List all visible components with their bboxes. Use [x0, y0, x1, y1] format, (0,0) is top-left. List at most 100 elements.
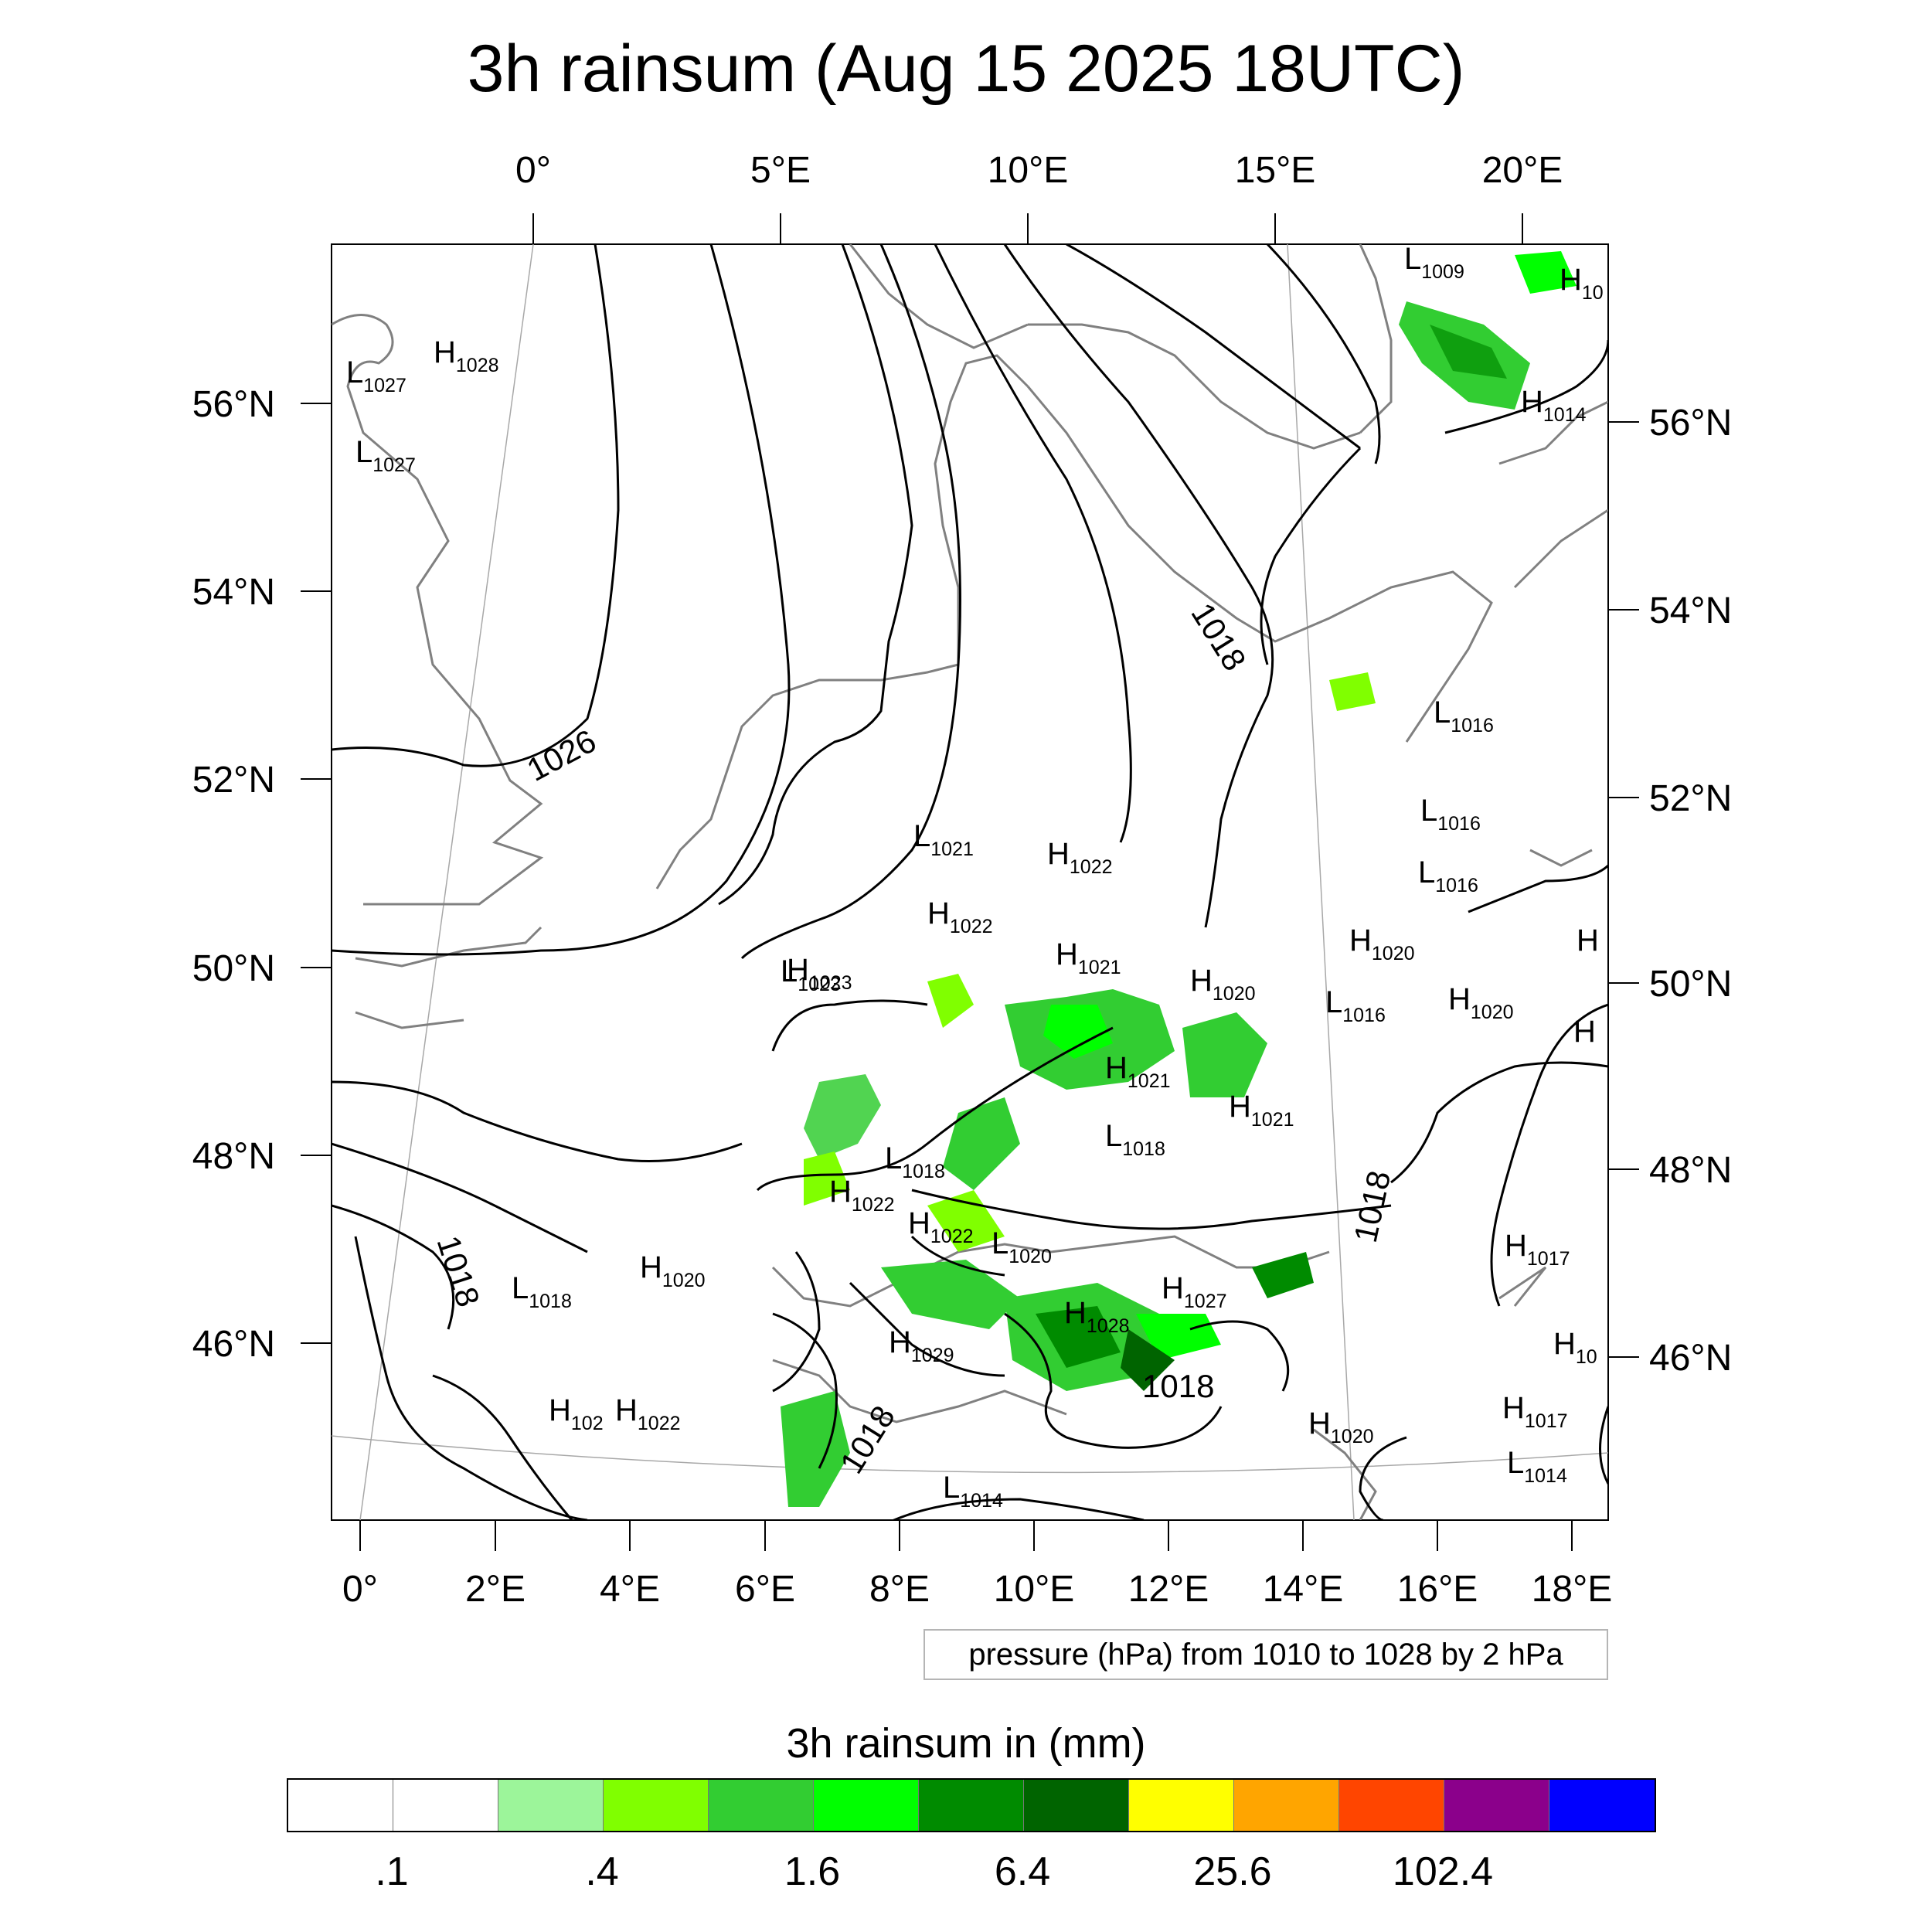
tick-label: 56°N	[192, 384, 275, 425]
high-pressure-label: H1017	[1502, 1391, 1568, 1432]
colorbar-swatch	[1339, 1780, 1444, 1831]
high-pressure-label: H1022	[908, 1206, 974, 1247]
colorbar-tick-label: .1	[375, 1849, 409, 1894]
colorbar-swatch	[1129, 1780, 1234, 1831]
high-pressure-label: H	[1577, 923, 1599, 957]
tick-label: 15°E	[1235, 150, 1316, 191]
high-pressure-label: H1021	[1056, 937, 1121, 978]
colorbar-swatch	[1549, 1780, 1655, 1831]
low-pressure-label: L1020	[992, 1226, 1052, 1267]
colorbar-title: 3h rainsum in (mm)	[786, 1720, 1146, 1767]
tick-label: 46°N	[192, 1324, 275, 1365]
high-pressure-label: H1028	[1064, 1296, 1130, 1337]
page-title: 3h rainsum (Aug 15 2025 18UTC)	[467, 32, 1465, 106]
high-pressure-label: H1028	[434, 335, 499, 376]
map-panel: 0° 5°E 10°E 15°E 20°E 0° 2°E 4°E 6°E 8°E…	[192, 150, 1733, 1610]
low-pressure-label: L1014	[1507, 1446, 1567, 1487]
high-pressure-label: H10	[1560, 263, 1604, 304]
low-pressure-label: L1016	[1325, 985, 1386, 1026]
low-pressure-label: L1018	[512, 1271, 572, 1312]
colorbar-swatch	[1444, 1780, 1549, 1831]
tick-marks	[301, 213, 1639, 1551]
high-pressure-label: H1021	[1105, 1051, 1171, 1092]
rain-areas	[781, 251, 1577, 1507]
low-pressure-label: L1018	[885, 1141, 945, 1182]
high-pressure-label: H1029	[889, 1325, 954, 1366]
high-pressure-label: H102	[549, 1393, 604, 1434]
high-pressure-label: H1027	[1162, 1271, 1227, 1312]
tick-label: 52°N	[1649, 778, 1732, 819]
high-pressure-label: H1014	[1521, 385, 1587, 426]
pressure-centers: L1009 H10 H1014 H1028 L1027 L1027 L1016 L1016 L1…	[346, 242, 1604, 1512]
high-pressure-label: H1021	[1229, 1090, 1294, 1131]
tick-label: 0°	[342, 1569, 378, 1610]
high-pressure-label: H1022	[829, 1175, 895, 1216]
tick-label: 14°E	[1263, 1569, 1344, 1610]
colorbar-swatch	[709, 1780, 814, 1831]
tick-label: 50°N	[1649, 964, 1732, 1005]
graticule	[332, 244, 1608, 1520]
tick-label: 10°E	[988, 150, 1069, 191]
low-pressure-label: L1027	[346, 355, 406, 396]
low-pressure-label: L1023	[781, 954, 841, 995]
contour-info-label: pressure (hPa) from 1010 to 1028 by 2 hP…	[923, 1629, 1608, 1680]
bottom-longitude-labels: 0° 2°E 4°E 6°E 8°E 10°E 12°E 14°E 16°E 1…	[342, 1569, 1612, 1610]
colorbar-swatch	[604, 1780, 709, 1831]
colorbar-swatch	[393, 1780, 498, 1831]
tick-label: 20°E	[1482, 150, 1563, 191]
tick-label: 2°E	[465, 1569, 526, 1610]
colorbar-tick-label: 102.4	[1392, 1849, 1494, 1894]
high-pressure-label: H1022	[927, 896, 993, 937]
high-pressure-label: H1023	[787, 953, 852, 994]
low-pressure-label: L1016	[1420, 794, 1481, 835]
tick-label: 52°N	[192, 760, 275, 801]
colorbar	[287, 1778, 1656, 1832]
colorbar-tick-label: 25.6	[1193, 1849, 1272, 1894]
high-pressure-label: H1020	[1448, 982, 1514, 1023]
low-pressure-label: L1014	[943, 1471, 1003, 1512]
tick-label: 48°N	[1649, 1150, 1732, 1191]
colorbar-swatch	[498, 1780, 604, 1831]
low-pressure-label: L1021	[913, 819, 974, 860]
low-pressure-label: L1016	[1418, 855, 1478, 896]
high-pressure-label: H1020	[640, 1250, 706, 1291]
tick-label: 50°N	[192, 948, 275, 989]
high-pressure-label: H10	[1553, 1327, 1597, 1368]
colorbar-tick-label: 6.4	[994, 1849, 1051, 1894]
low-pressure-label: L1027	[355, 435, 416, 476]
colorbar-tick-label: 1.6	[784, 1849, 841, 1894]
isobar-label: 1018	[1142, 1368, 1214, 1404]
high-pressure-label: H1020	[1349, 923, 1415, 964]
high-pressure-label: H	[1573, 1015, 1596, 1049]
colorbar-swatch	[1024, 1780, 1129, 1831]
tick-label: 4°E	[600, 1569, 660, 1610]
tick-label: 10°E	[994, 1569, 1075, 1610]
top-longitude-labels: 0° 5°E 10°E 15°E 20°E	[515, 150, 1563, 191]
tick-label: 6°E	[735, 1569, 795, 1610]
colorbar-tick-label: .4	[585, 1849, 619, 1894]
tick-label: 5°E	[750, 150, 811, 191]
colorbar-swatch	[288, 1780, 393, 1831]
tick-label: 0°	[515, 150, 551, 191]
tick-label: 12°E	[1128, 1569, 1209, 1610]
high-pressure-label: H1022	[1047, 837, 1113, 878]
tick-label: 16°E	[1397, 1569, 1478, 1610]
tick-label: 8°E	[869, 1569, 930, 1610]
low-pressure-label: L1018	[1105, 1119, 1165, 1160]
high-pressure-label: H1017	[1505, 1229, 1570, 1270]
low-pressure-label: L1009	[1404, 242, 1464, 283]
high-pressure-label: H1020	[1190, 964, 1256, 1005]
tick-label: 18°E	[1532, 1569, 1613, 1610]
tick-label: 48°N	[192, 1136, 275, 1177]
low-pressure-label: L1016	[1434, 696, 1494, 736]
tick-label: 54°N	[192, 572, 275, 613]
tick-label: 56°N	[1649, 403, 1732, 444]
right-latitude-labels: 56°N 54°N 52°N 50°N 48°N 46°N	[1649, 403, 1732, 1379]
colorbar-swatch	[919, 1780, 1024, 1831]
colorbar-swatch	[1234, 1780, 1339, 1831]
coastlines	[332, 244, 1608, 1520]
tick-label: 54°N	[1649, 590, 1732, 631]
high-pressure-label: H1020	[1308, 1406, 1374, 1447]
isobars	[332, 244, 1608, 1520]
